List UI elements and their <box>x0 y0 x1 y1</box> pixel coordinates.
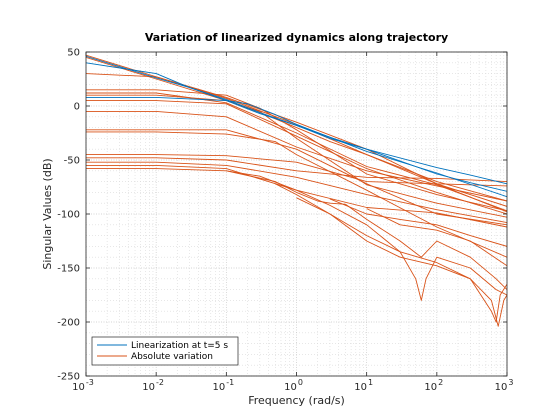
variation-line-11 <box>86 157 507 183</box>
variation-line-7 <box>86 110 507 202</box>
legend-entry-0: Linearization at t=5 s <box>131 341 228 351</box>
legend-box <box>91 336 239 366</box>
y-tick-label: -200 <box>57 318 80 329</box>
x-tick-label: 103 <box>495 378 514 393</box>
variation-line-12 <box>86 161 507 224</box>
x-tick-exponent: -3 <box>86 378 94 387</box>
variation-line-8 <box>86 129 507 226</box>
chart-title: Variation of linearized dynamics along t… <box>145 31 448 44</box>
y-tick-label: -50 <box>64 156 80 167</box>
variation-line-19 <box>366 208 507 267</box>
x-tick-label: 10-2 <box>142 378 164 393</box>
y-axis-label: Singular Values (dB) <box>41 158 54 269</box>
x-tick-exponent: 0 <box>298 378 303 387</box>
x-tick-exponent: 2 <box>438 378 443 387</box>
variation-line-17 <box>275 183 507 323</box>
y-tick-label: 0 <box>74 102 80 113</box>
axes: 1 0 -3 10-2 10-1 100 101 102 103 50 0 -50 -100 -150 -2… <box>57 48 513 394</box>
y-tick-label: 50 <box>67 48 80 59</box>
variation-line-16 <box>296 197 507 327</box>
x-tick-label: 102 <box>424 378 443 393</box>
y-tick-label: -150 <box>57 264 80 275</box>
x-tick-exponent: -1 <box>226 378 234 387</box>
x-tick-exponent: 3 <box>508 378 513 387</box>
variation-line-10 <box>86 154 507 187</box>
linearization-line-2 <box>86 96 507 198</box>
legend-entry-1: Absolute variation <box>131 352 213 362</box>
variation-line-18 <box>329 198 507 247</box>
variation-line-5 <box>86 94 507 218</box>
x-axis-label: Frequency (rad/s) <box>248 394 345 407</box>
x-tick-label: 101 <box>354 378 373 393</box>
x-tick-exponent: -2 <box>156 378 164 387</box>
variation-line-4 <box>86 92 507 212</box>
y-tick-label: -100 <box>57 210 80 221</box>
variation-line-14 <box>86 168 507 290</box>
x-tick-exponent: 1 <box>368 378 373 387</box>
series-lines <box>86 54 507 327</box>
variation-line-9 <box>86 131 507 258</box>
x-tick-label: 100 <box>284 378 303 393</box>
variation-line-15 <box>226 170 507 301</box>
x-tick-label: 10-1 <box>212 378 234 393</box>
y-tick-label: -250 <box>57 372 80 383</box>
variation-line-6 <box>86 100 507 215</box>
